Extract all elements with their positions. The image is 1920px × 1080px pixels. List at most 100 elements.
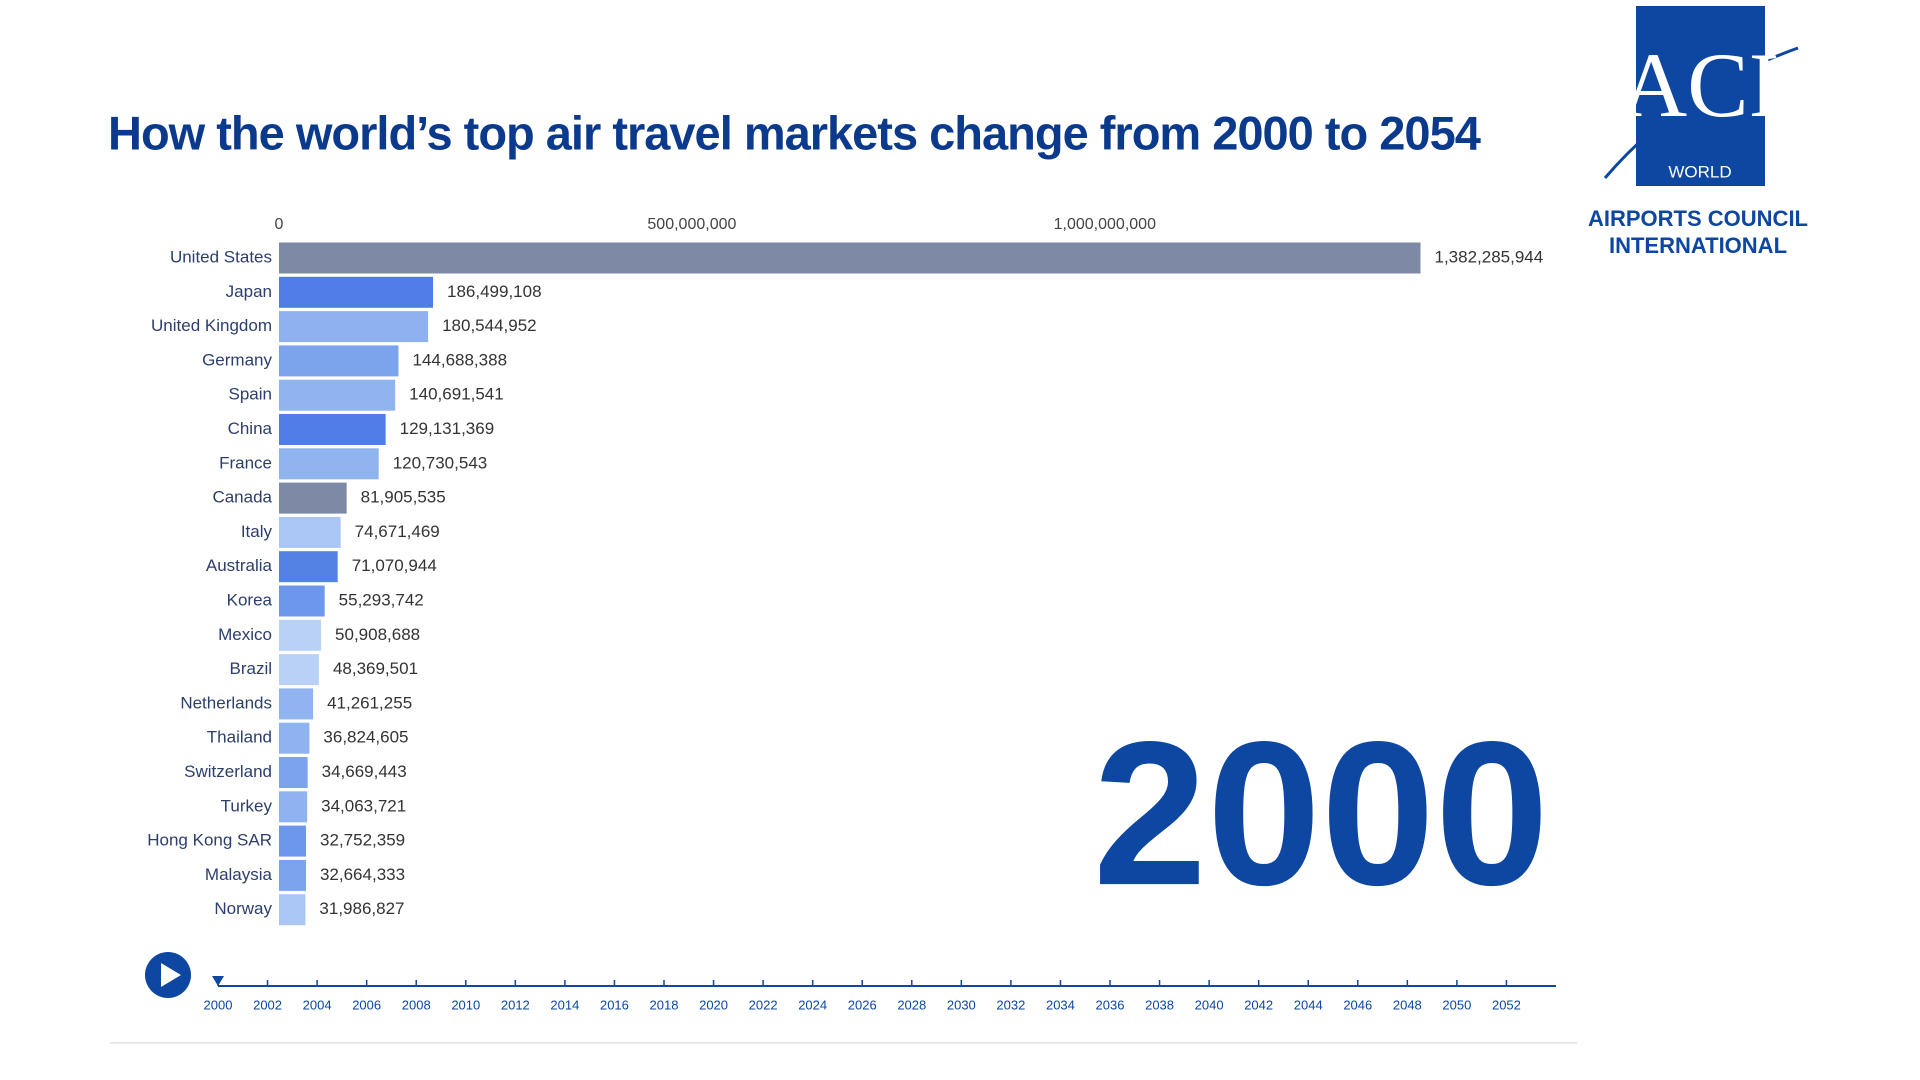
timeline-label: 2048 [1393,997,1422,1012]
category-label: Brazil [229,659,272,678]
timeline-label: 2016 [600,997,629,1012]
category-label: France [219,453,272,472]
bar [279,414,386,445]
bar [279,722,310,754]
value-label: 74,671,469 [355,522,440,541]
bar [279,311,429,343]
category-label: Hong Kong SAR [147,831,272,850]
timeline-label: 2052 [1492,997,1521,1012]
bar [279,551,338,583]
value-label: 120,730,543 [393,453,488,472]
value-label: 32,752,359 [320,831,405,850]
value-label: 36,824,605 [323,728,408,747]
bar [279,345,399,377]
timeline-label: 2046 [1343,997,1372,1012]
logo-mark: ACI [1621,34,1779,136]
chart-title: How the world’s top air travel markets c… [108,106,1481,159]
value-label: 1,382,285,944 [1435,247,1544,266]
value-label: 144,688,388 [412,350,507,369]
timeline-label: 2022 [749,997,778,1012]
timeline-label: 2006 [352,997,381,1012]
x-tick-label: 0 [275,216,284,233]
value-label: 55,293,742 [339,590,424,609]
value-label: 41,261,255 [327,693,412,712]
value-label: 180,544,952 [442,316,537,335]
bar [279,688,314,720]
timeline-label: 2042 [1244,997,1273,1012]
logo-sub: WORLD [1668,162,1731,181]
timeline-label: 2024 [798,997,827,1012]
x-tick-label: 1,000,000,000 [1054,216,1156,233]
bar [279,276,434,308]
bar [279,482,347,514]
category-label: Switzerland [184,762,272,781]
timeline-label: 2030 [947,997,976,1012]
bar [279,448,379,480]
bar [279,894,306,926]
timeline-label: 2040 [1195,997,1224,1012]
category-label: United Kingdom [151,316,272,335]
category-label: China [228,419,273,438]
category-label: Mexico [218,625,272,644]
timeline-label: 2034 [1046,997,1075,1012]
timeline-label: 2020 [699,997,728,1012]
timeline-label: 2002 [253,997,282,1012]
value-label: 71,070,944 [352,556,437,575]
category-label: Norway [214,899,272,918]
value-label: 34,063,721 [321,796,406,815]
bar [279,379,396,411]
bar [279,791,308,823]
timeline-label: 2014 [550,997,579,1012]
value-label: 81,905,535 [361,488,446,507]
category-label: Malaysia [205,865,273,884]
bar [279,859,306,891]
logo-line: INTERNATIONAL [1609,233,1787,258]
value-label: 31,986,827 [319,899,404,918]
timeline-label: 2050 [1442,997,1471,1012]
value-label: 32,664,333 [320,865,405,884]
value-label: 129,131,369 [400,419,495,438]
timeline-label: 2026 [848,997,877,1012]
category-label: Australia [206,556,273,575]
bar [279,654,319,686]
bar [279,585,325,617]
bar [279,516,341,548]
x-tick-label: 500,000,000 [647,216,736,233]
bar [279,825,307,857]
bar [279,242,1421,274]
category-label: Korea [227,590,273,609]
category-label: Germany [202,350,272,369]
category-label: Netherlands [180,693,272,712]
timeline-label: 2032 [996,997,1025,1012]
timeline-label: 2036 [1096,997,1125,1012]
timeline-label: 2044 [1294,997,1323,1012]
timeline-label: 2038 [1145,997,1174,1012]
bar [279,757,308,788]
timeline-label: 2018 [650,997,679,1012]
value-label: 34,669,443 [322,762,407,781]
timeline-label: 2028 [897,997,926,1012]
timeline-label: 2008 [402,997,431,1012]
value-label: 186,499,108 [447,282,542,301]
logo-line: AIRPORTS COUNCIL [1588,206,1808,231]
category-label: Thailand [207,728,272,747]
timeline-label: 2010 [451,997,480,1012]
value-label: 50,908,688 [335,625,420,644]
timeline-handle[interactable] [212,976,224,986]
category-label: United States [170,247,272,266]
value-label: 140,691,541 [409,385,504,404]
category-label: Japan [226,282,272,301]
timeline-label: 2012 [501,997,530,1012]
bar [279,619,322,651]
timeline-label: 2000 [204,997,233,1012]
category-label: Italy [241,522,273,541]
value-label: 48,369,501 [333,659,418,678]
play-icon [161,963,181,987]
year-label: 2000 [1093,699,1549,928]
category-label: Canada [212,488,272,507]
category-label: Turkey [221,796,273,815]
category-label: Spain [229,385,272,404]
logo-swoosh [1603,46,1799,179]
